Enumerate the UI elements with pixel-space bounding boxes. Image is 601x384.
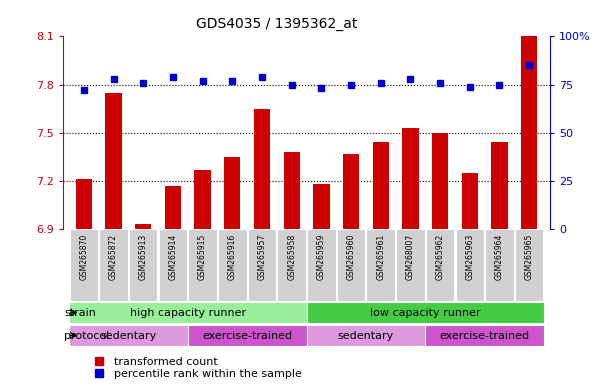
Text: strain: strain (64, 308, 96, 318)
Text: high capacity runner: high capacity runner (130, 308, 246, 318)
FancyBboxPatch shape (218, 229, 246, 301)
FancyBboxPatch shape (515, 229, 543, 301)
FancyBboxPatch shape (307, 325, 426, 346)
Bar (491, 142, 508, 229)
Text: GSM265916: GSM265916 (228, 234, 237, 280)
Bar (195, 170, 211, 229)
Bar (254, 109, 270, 229)
Bar (135, 224, 151, 229)
FancyBboxPatch shape (426, 229, 454, 301)
Text: GSM265872: GSM265872 (109, 234, 118, 280)
FancyBboxPatch shape (69, 302, 307, 323)
FancyBboxPatch shape (278, 229, 306, 301)
Bar (432, 133, 448, 229)
FancyBboxPatch shape (99, 229, 128, 301)
Text: exercise-trained: exercise-trained (439, 331, 529, 341)
FancyBboxPatch shape (248, 229, 276, 301)
Bar (402, 128, 418, 229)
FancyBboxPatch shape (307, 229, 335, 301)
Bar (165, 186, 181, 229)
Text: sedentary: sedentary (338, 331, 394, 341)
FancyBboxPatch shape (367, 229, 395, 301)
Bar (313, 184, 329, 229)
Text: GSM265870: GSM265870 (79, 234, 88, 280)
FancyBboxPatch shape (456, 229, 484, 301)
Bar (373, 142, 389, 229)
Text: GSM265915: GSM265915 (198, 234, 207, 280)
Text: GSM265959: GSM265959 (317, 234, 326, 280)
Bar (105, 93, 122, 229)
Text: GSM265913: GSM265913 (139, 234, 148, 280)
FancyBboxPatch shape (70, 229, 98, 301)
FancyBboxPatch shape (485, 229, 514, 301)
FancyBboxPatch shape (396, 229, 425, 301)
FancyBboxPatch shape (307, 302, 544, 323)
Legend: transformed count, percentile rank within the sample: transformed count, percentile rank withi… (84, 353, 307, 383)
FancyBboxPatch shape (129, 229, 157, 301)
Text: GSM265965: GSM265965 (525, 234, 534, 280)
Bar (284, 152, 300, 229)
FancyBboxPatch shape (337, 229, 365, 301)
FancyBboxPatch shape (188, 229, 217, 301)
Text: GSM265964: GSM265964 (495, 234, 504, 280)
FancyBboxPatch shape (159, 229, 187, 301)
Text: GSM265958: GSM265958 (287, 234, 296, 280)
Text: low capacity runner: low capacity runner (370, 308, 481, 318)
Text: GSM265914: GSM265914 (168, 234, 177, 280)
Text: GSM265963: GSM265963 (465, 234, 474, 280)
Bar (343, 154, 359, 229)
Text: GSM265957: GSM265957 (257, 234, 266, 280)
FancyBboxPatch shape (69, 325, 188, 346)
Bar (76, 179, 92, 229)
Text: GSM265961: GSM265961 (376, 234, 385, 280)
Bar (224, 157, 240, 229)
FancyBboxPatch shape (426, 325, 544, 346)
Text: GSM265960: GSM265960 (347, 234, 356, 280)
Text: GSM265962: GSM265962 (436, 234, 445, 280)
Text: exercise-trained: exercise-trained (202, 331, 292, 341)
Text: sedentary: sedentary (100, 331, 156, 341)
FancyBboxPatch shape (188, 325, 307, 346)
Text: GSM268007: GSM268007 (406, 234, 415, 280)
Bar (521, 36, 537, 229)
Text: GDS4035 / 1395362_at: GDS4035 / 1395362_at (196, 17, 357, 31)
Bar (462, 173, 478, 229)
Text: protocol: protocol (64, 331, 109, 341)
